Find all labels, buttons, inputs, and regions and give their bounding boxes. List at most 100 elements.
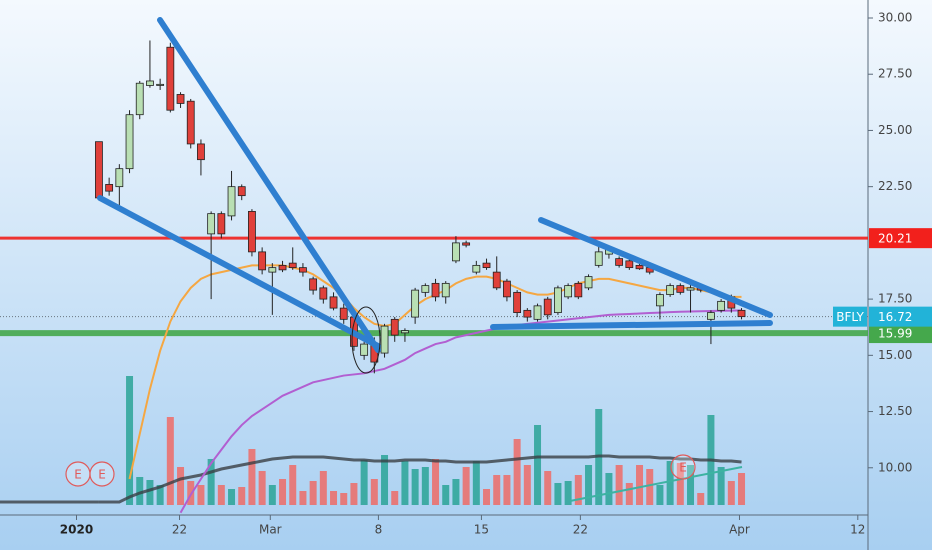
candle-body — [125, 114, 134, 170]
hline-label-box — [869, 228, 932, 249]
candle-body — [513, 291, 522, 313]
candle-body — [360, 343, 369, 356]
candle-body — [166, 46, 175, 111]
volume-bar — [238, 487, 246, 505]
candle-body — [156, 83, 165, 86]
volume-bar — [330, 491, 338, 505]
candle-body — [288, 262, 297, 269]
volume-bar — [574, 475, 582, 505]
candle-body — [309, 278, 318, 291]
candle-body — [666, 285, 675, 296]
candle-body — [533, 305, 542, 320]
hline-label: 15.99 — [878, 327, 912, 341]
earnings-marker — [670, 454, 696, 480]
volume-bar — [197, 485, 205, 505]
y-tick-label: 10.00 — [878, 460, 912, 474]
x-tick-label: 22 — [172, 523, 187, 537]
candle-body — [584, 276, 593, 289]
drawings — [97, 17, 773, 502]
symbol-label: BFLY — [836, 310, 864, 324]
volume-bar — [350, 483, 358, 505]
highlight-ellipse — [351, 306, 381, 374]
volume-bar — [636, 465, 644, 505]
volume-bar — [544, 471, 552, 505]
candle-body — [543, 298, 552, 316]
earnings-label: E — [98, 468, 106, 482]
volume-bar — [738, 473, 746, 505]
candle-body — [135, 82, 144, 116]
volume-bar — [513, 439, 521, 505]
candle-body — [197, 143, 205, 161]
volume-bar — [697, 493, 705, 505]
y-tick-label: 15.00 — [878, 348, 912, 362]
candle-body — [380, 325, 389, 354]
volume-bar — [248, 449, 256, 505]
volume-bar — [177, 467, 185, 505]
candle-body — [268, 267, 277, 273]
candle-body — [635, 264, 644, 270]
candle-body — [319, 287, 328, 300]
candle-body — [686, 287, 695, 291]
candle-body — [492, 271, 501, 289]
candle-body — [594, 251, 603, 266]
candle-body — [390, 318, 399, 336]
volume-bar — [687, 465, 695, 505]
volume-bar — [136, 477, 144, 505]
volume-bar — [279, 479, 287, 505]
y-tick-label: 17.50 — [878, 292, 912, 306]
candle-body — [115, 168, 124, 188]
volume-bar — [432, 459, 440, 505]
volume-bar — [534, 425, 542, 505]
candle-body — [656, 294, 664, 307]
candle-body — [258, 251, 267, 271]
volume-bar — [483, 489, 491, 505]
candle-body — [299, 267, 307, 273]
volume-bar — [656, 485, 664, 505]
volume-bar — [605, 473, 613, 505]
volume-bar — [493, 475, 501, 505]
volume-bar — [370, 479, 378, 505]
candle-body — [482, 262, 491, 269]
candle-body — [176, 94, 185, 104]
candle-body — [248, 210, 256, 253]
x-tick-label: 22 — [573, 523, 588, 537]
volume-bar — [166, 417, 174, 505]
volume-bar — [299, 491, 307, 505]
earnings-label: E — [679, 461, 687, 475]
candle-body — [339, 307, 348, 320]
candle-body — [105, 184, 114, 192]
volume-bar — [554, 483, 562, 505]
candle-body — [237, 186, 246, 197]
earnings-label: E — [74, 468, 82, 482]
volume-bar — [268, 485, 276, 505]
trend-line — [157, 17, 381, 353]
candle-body — [441, 282, 450, 298]
candle-body — [472, 264, 481, 273]
candle-body — [554, 287, 562, 313]
candle-body — [207, 213, 216, 235]
y-tick-label: 12.50 — [878, 404, 912, 418]
candle-body — [329, 296, 338, 309]
candle-body — [564, 285, 573, 298]
candle-body — [523, 309, 532, 318]
ma-line — [179, 309, 742, 514]
axes: 30.00 27.50 25.00 22.50 17.50 15.00 12.50 10.00… — [60, 10, 932, 537]
volume-bar — [217, 485, 225, 505]
volume-bar — [126, 376, 134, 505]
volume-bar — [585, 465, 593, 505]
volume-pane — [0, 376, 746, 505]
volume-bar — [676, 463, 684, 505]
candle-body — [452, 242, 460, 262]
volume-bar — [401, 461, 409, 505]
volume-bar — [319, 471, 327, 505]
volume-bar — [472, 461, 480, 505]
hline-label-box — [869, 323, 932, 344]
volume-bar — [452, 479, 460, 505]
volume-bar — [391, 491, 399, 505]
candle-body — [737, 309, 746, 318]
earnings-marker — [89, 461, 115, 487]
trend-line — [538, 217, 773, 318]
volume-bar — [625, 483, 633, 505]
